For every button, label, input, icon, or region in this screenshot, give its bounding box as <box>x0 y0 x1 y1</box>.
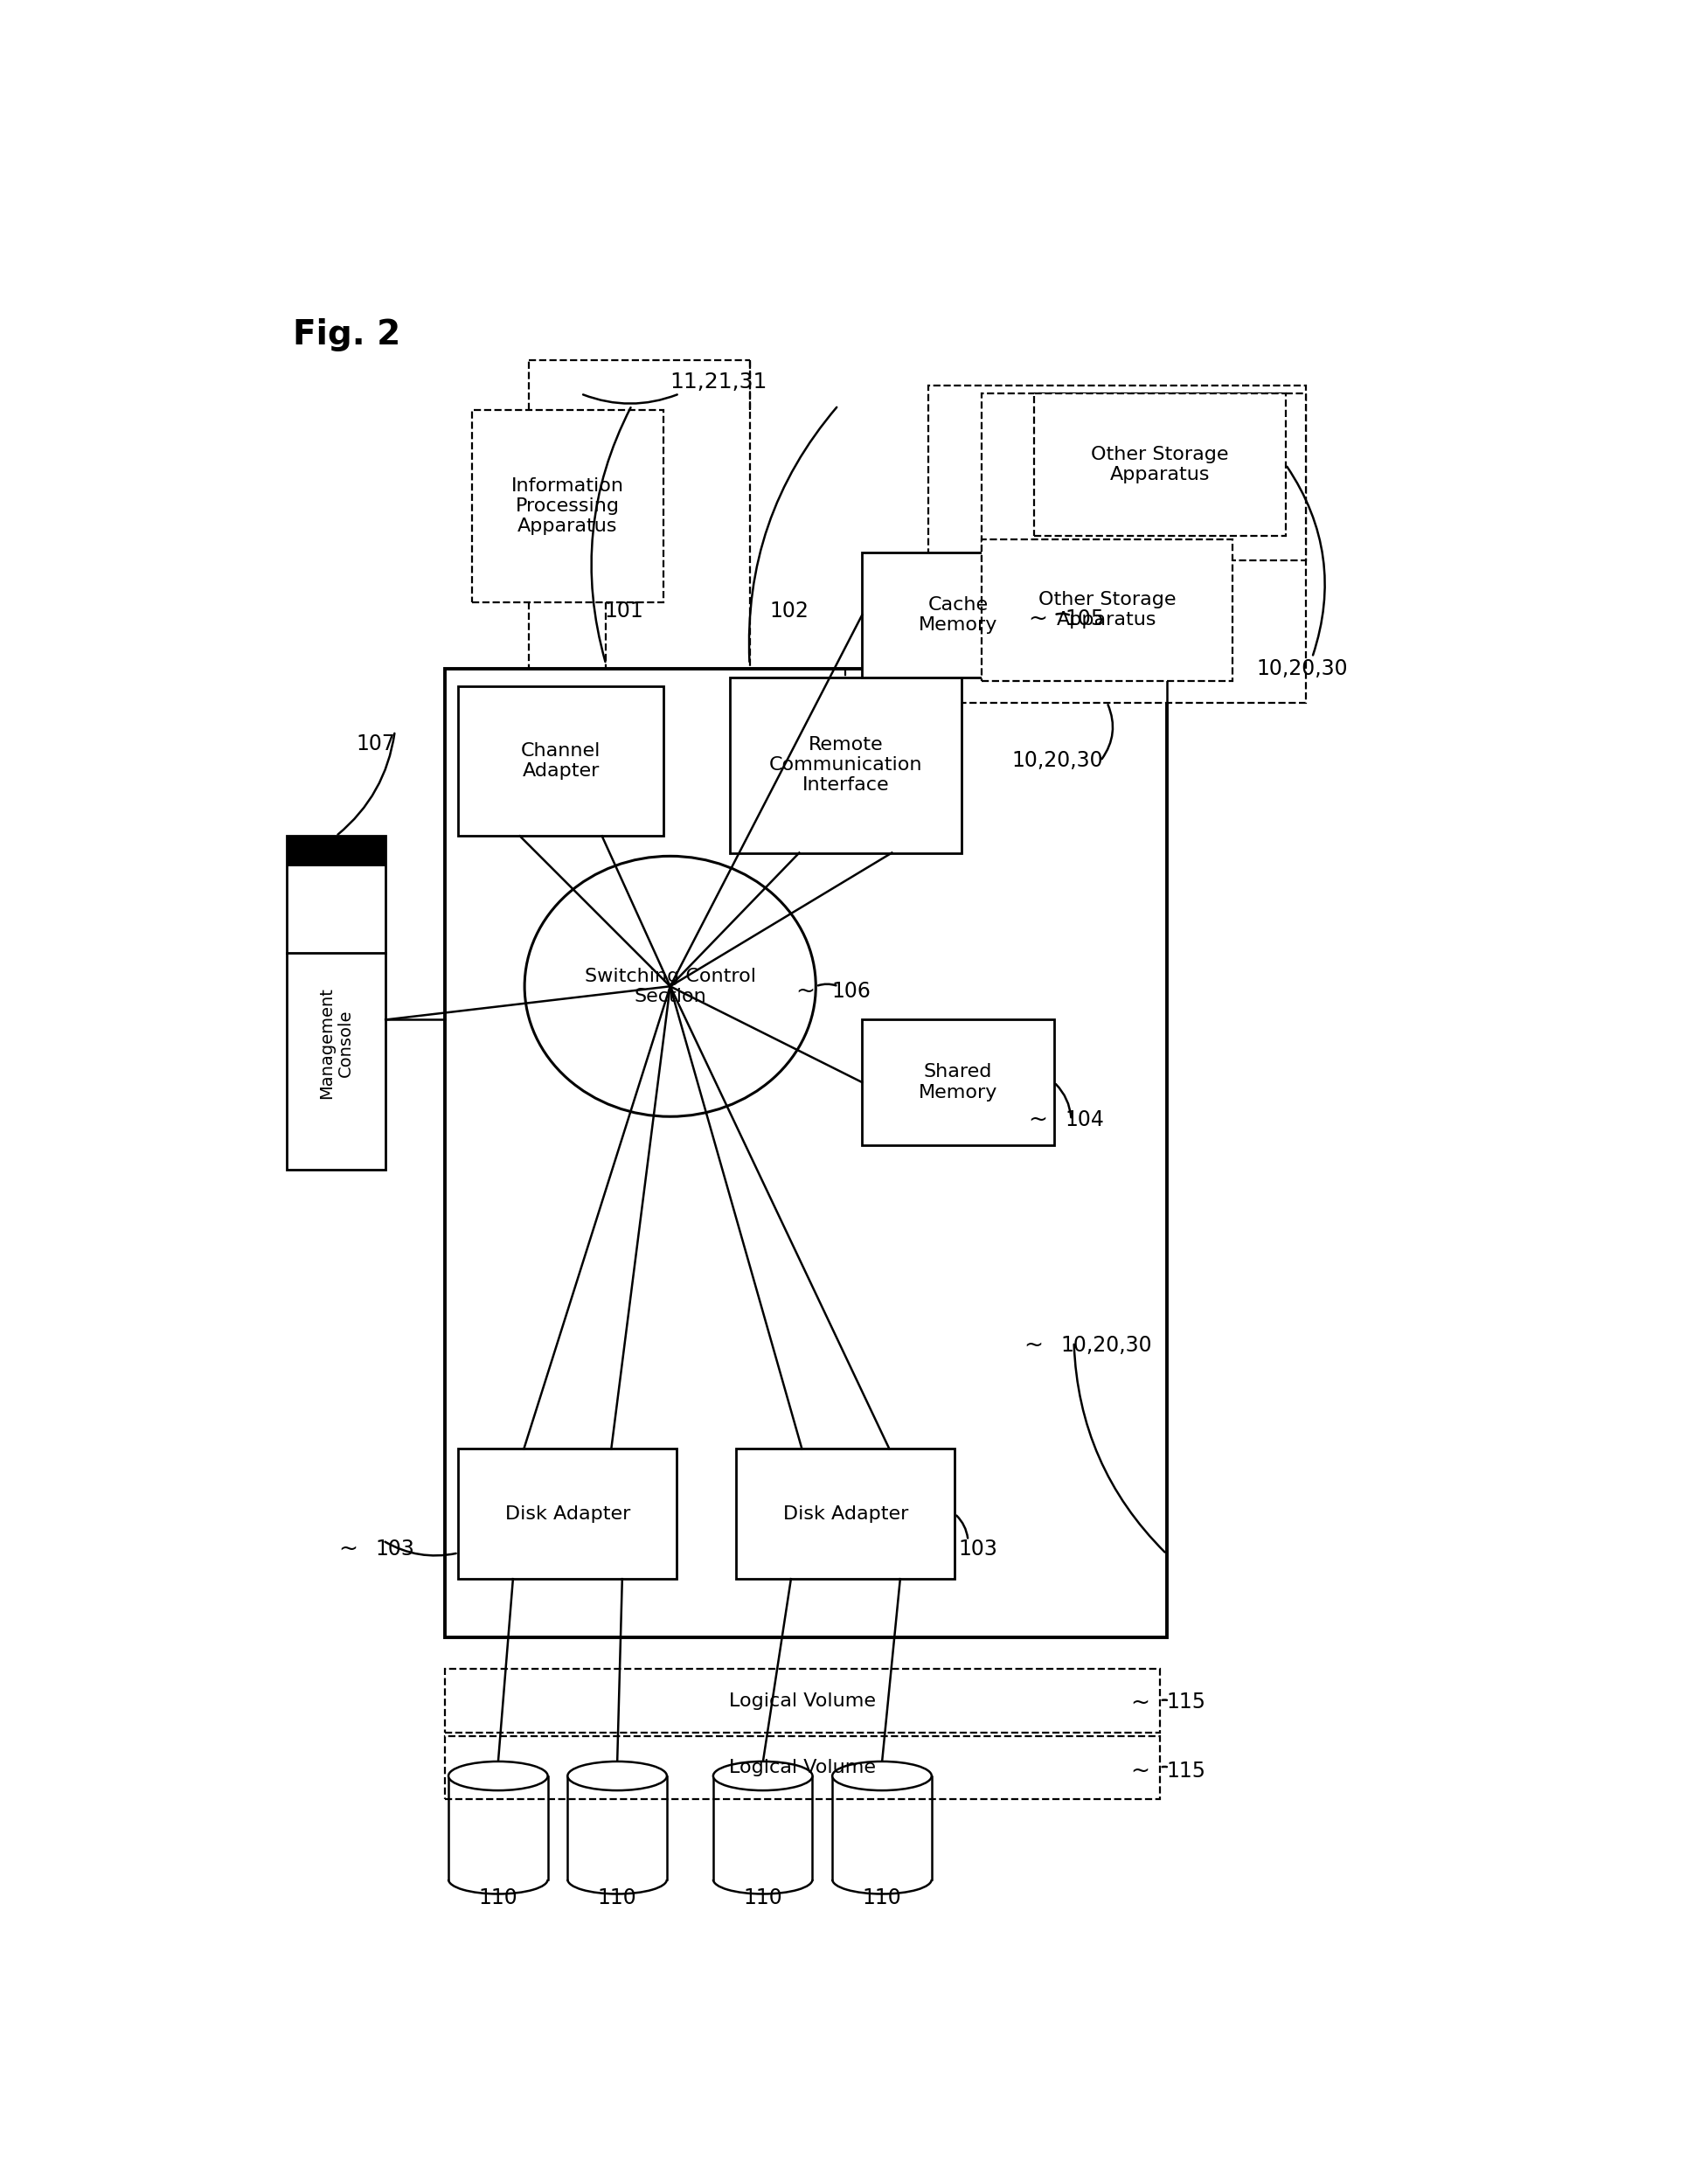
Text: ~: ~ <box>1131 1760 1149 1782</box>
Text: Fig. 2: Fig. 2 <box>294 319 401 351</box>
Text: Disk Adapter: Disk Adapter <box>782 1505 909 1522</box>
Text: Logical Volume: Logical Volume <box>729 1758 876 1776</box>
Bar <box>980 395 1305 562</box>
Ellipse shape <box>714 1760 813 1791</box>
Bar <box>729 676 962 852</box>
Bar <box>863 1019 1054 1145</box>
Text: 110: 110 <box>598 1888 637 1908</box>
Bar <box>1033 395 1286 535</box>
Text: 115: 115 <box>1167 1691 1206 1713</box>
Text: Cache
Memory: Cache Memory <box>919 596 997 633</box>
Bar <box>287 837 386 1171</box>
Bar <box>446 1669 1160 1732</box>
Text: 110: 110 <box>743 1888 782 1908</box>
Text: ~: ~ <box>796 980 815 1004</box>
Text: 101: 101 <box>605 601 644 622</box>
Text: 107: 107 <box>357 733 396 754</box>
Text: Shared
Memory: Shared Memory <box>919 1064 997 1101</box>
Text: Disk Adapter: Disk Adapter <box>506 1505 630 1522</box>
Text: 115: 115 <box>1167 1760 1206 1782</box>
Bar <box>863 553 1054 676</box>
Bar <box>446 670 1167 1637</box>
Text: Switching Control
Section: Switching Control Section <box>584 967 757 1006</box>
Text: 10,20,30: 10,20,30 <box>1011 750 1103 772</box>
Text: ~: ~ <box>1131 1691 1149 1715</box>
Text: Other Storage
Apparatus: Other Storage Apparatus <box>1038 592 1175 629</box>
Text: 106: 106 <box>832 980 871 1002</box>
Text: 10,20,30: 10,20,30 <box>1061 1335 1153 1355</box>
Text: Channel
Adapter: Channel Adapter <box>521 741 601 780</box>
Bar <box>287 837 386 867</box>
Ellipse shape <box>567 1760 666 1791</box>
Bar <box>458 1448 676 1578</box>
Text: Information
Processing
Apparatus: Information Processing Apparatus <box>511 477 623 535</box>
Text: 110: 110 <box>478 1888 518 1908</box>
Bar <box>929 386 1305 702</box>
Text: 10,20,30: 10,20,30 <box>1257 659 1348 679</box>
Text: Logical Volume: Logical Volume <box>729 1691 876 1711</box>
Bar <box>446 1737 1160 1799</box>
Text: Management
Console: Management Console <box>318 986 354 1099</box>
Text: ~: ~ <box>1025 1333 1044 1357</box>
Text: ~: ~ <box>338 1537 357 1561</box>
Ellipse shape <box>524 856 816 1117</box>
Bar <box>980 540 1233 681</box>
Text: 105: 105 <box>1064 609 1103 629</box>
Ellipse shape <box>449 1760 548 1791</box>
Bar <box>458 685 663 837</box>
Text: 11,21,31: 11,21,31 <box>670 371 767 392</box>
Bar <box>736 1448 955 1578</box>
Text: 102: 102 <box>769 601 808 622</box>
Text: Remote
Communication
Interface: Remote Communication Interface <box>769 737 922 793</box>
Text: 103: 103 <box>376 1539 415 1559</box>
Text: 103: 103 <box>958 1539 997 1559</box>
Ellipse shape <box>832 1760 931 1791</box>
Text: Other Storage
Apparatus: Other Storage Apparatus <box>1091 447 1228 483</box>
Text: 104: 104 <box>1064 1110 1103 1130</box>
Text: ~: ~ <box>1028 1108 1047 1132</box>
Text: 110: 110 <box>863 1888 902 1908</box>
Text: ~: ~ <box>1028 607 1047 631</box>
Bar <box>471 410 663 603</box>
